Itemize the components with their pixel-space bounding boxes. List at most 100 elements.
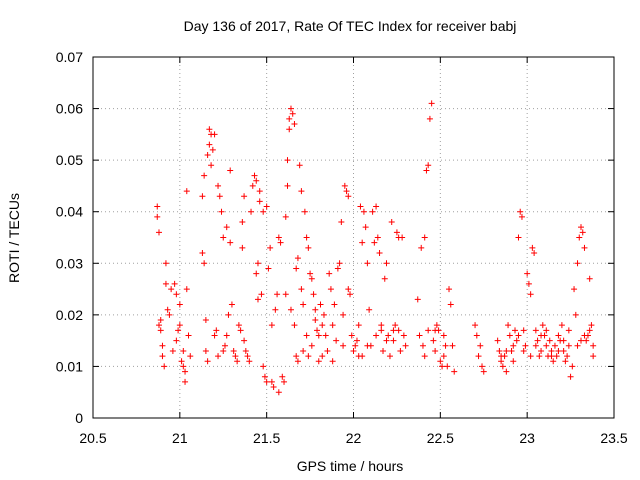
- data-point: [522, 342, 529, 349]
- y-tick-label: 0.04: [56, 204, 83, 220]
- data-point: [421, 234, 428, 241]
- data-point: [300, 301, 307, 308]
- data-point: [287, 105, 294, 112]
- data-point: [220, 347, 227, 354]
- data-point: [322, 332, 329, 339]
- data-point: [392, 322, 399, 329]
- data-point: [558, 322, 565, 329]
- data-point: [275, 389, 282, 396]
- data-point: [211, 332, 218, 339]
- data-point: [254, 296, 261, 303]
- data-point: [228, 301, 235, 308]
- data-point: [300, 347, 307, 354]
- data-point: [291, 121, 298, 128]
- chart-title: Day 136 of 2017, Rate Of TEC Index for r…: [184, 18, 517, 34]
- axis-ticks: [92, 56, 615, 419]
- data-point: [282, 213, 289, 220]
- data-point: [215, 182, 222, 189]
- data-point: [199, 249, 206, 256]
- data-point: [393, 229, 400, 236]
- data-point: [543, 327, 550, 334]
- data-point: [260, 363, 267, 370]
- data-point: [227, 167, 234, 174]
- data-point: [353, 337, 360, 344]
- data-point: [155, 229, 162, 236]
- x-tick-label: 22.5: [427, 430, 454, 446]
- data-point: [520, 327, 527, 334]
- data-point: [261, 373, 268, 380]
- data-point: [286, 115, 293, 122]
- data-point: [494, 337, 501, 344]
- data-point: [430, 337, 437, 344]
- data-point: [362, 224, 369, 231]
- data-point: [268, 322, 275, 329]
- data-point: [256, 188, 263, 195]
- data-point: [451, 368, 458, 375]
- data-point: [185, 332, 192, 339]
- data-point: [499, 363, 506, 370]
- data-point: [586, 275, 593, 282]
- data-point: [341, 182, 348, 189]
- data-point: [529, 244, 536, 251]
- data-point: [386, 353, 393, 360]
- data-point: [560, 337, 567, 344]
- data-point: [338, 219, 345, 226]
- data-point: [183, 188, 190, 195]
- data-point: [569, 363, 576, 370]
- data-point: [298, 188, 305, 195]
- data-point: [364, 342, 371, 349]
- data-point: [166, 311, 173, 318]
- data-point: [550, 358, 557, 365]
- data-point: [312, 306, 319, 313]
- data-point: [265, 265, 272, 272]
- data-point: [256, 198, 263, 205]
- data-point: [230, 347, 237, 354]
- data-point: [425, 162, 432, 169]
- data-point: [350, 347, 357, 354]
- data-point: [414, 296, 421, 303]
- data-point: [551, 342, 558, 349]
- data-point: [565, 342, 572, 349]
- data-point: [565, 327, 572, 334]
- y-axis-label: ROTI / TECUs: [6, 193, 22, 283]
- data-point: [232, 353, 239, 360]
- data-point: [586, 327, 593, 334]
- data-point: [527, 353, 534, 360]
- data-point: [253, 270, 260, 277]
- data-point: [209, 146, 216, 153]
- data-point: [444, 363, 451, 370]
- data-point: [267, 244, 274, 251]
- data-point: [303, 332, 310, 339]
- data-point: [583, 337, 590, 344]
- data-point: [505, 322, 512, 329]
- data-point: [518, 213, 525, 220]
- data-point: [254, 260, 261, 267]
- data-point: [329, 322, 336, 329]
- data-point: [574, 342, 581, 349]
- data-point: [164, 306, 171, 313]
- data-point: [206, 126, 213, 133]
- data-point: [234, 358, 241, 365]
- data-point: [395, 234, 402, 241]
- data-point: [383, 337, 390, 344]
- data-point: [263, 378, 270, 385]
- data-point: [258, 291, 265, 298]
- data-point: [579, 229, 586, 236]
- data-point: [515, 234, 522, 241]
- data-point: [159, 353, 166, 360]
- data-point: [472, 322, 479, 329]
- data-point: [215, 353, 222, 360]
- data-point: [221, 342, 228, 349]
- data-point: [244, 353, 251, 360]
- data-point: [496, 347, 503, 354]
- data-point: [242, 347, 249, 354]
- data-point: [319, 353, 326, 360]
- data-point: [317, 301, 324, 308]
- data-point: [225, 311, 232, 318]
- data-points: [154, 100, 597, 396]
- data-point: [426, 115, 433, 122]
- x-tick-label: 22: [346, 430, 362, 446]
- data-point: [248, 208, 255, 215]
- data-point: [446, 286, 453, 293]
